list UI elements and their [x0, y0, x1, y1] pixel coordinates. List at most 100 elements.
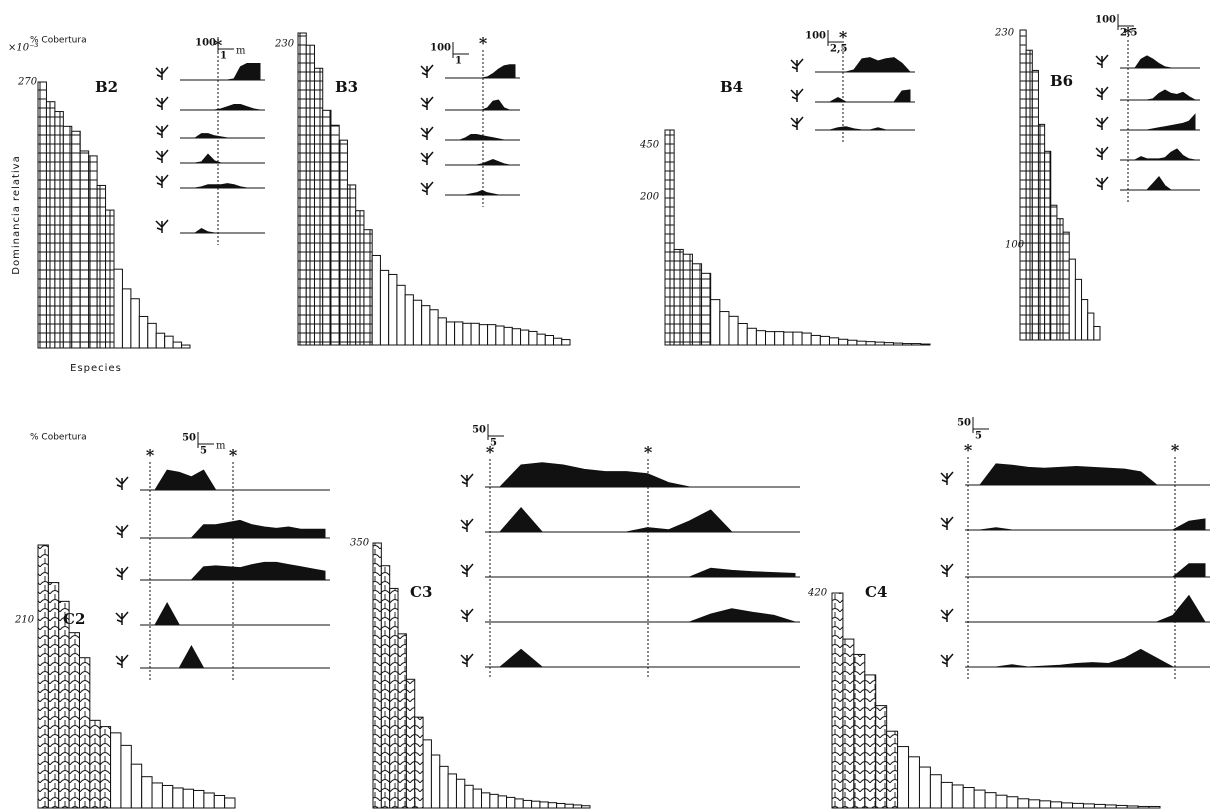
plant-icon [116, 655, 128, 668]
cover-area [155, 603, 325, 625]
bar [1116, 805, 1127, 808]
bar [1029, 800, 1040, 808]
bar [1094, 804, 1105, 808]
bar [548, 803, 556, 808]
bar [204, 793, 214, 808]
bar [298, 33, 306, 345]
bar [941, 782, 952, 808]
cover-area [830, 90, 910, 102]
panel-title: C3 [410, 583, 432, 601]
bar [848, 340, 857, 345]
marker: * [479, 34, 488, 53]
plant-icon [421, 152, 433, 165]
bar [438, 318, 446, 345]
plant-icon [116, 525, 128, 538]
bar [415, 717, 423, 808]
cover-area [155, 562, 325, 580]
bar [100, 727, 110, 808]
scale-y: 100 [430, 43, 451, 54]
bar [194, 790, 204, 808]
bar [162, 785, 172, 808]
cover-area [1135, 177, 1195, 190]
bar [59, 601, 69, 808]
bar [397, 285, 405, 345]
bar [114, 269, 122, 348]
plant-icon [461, 474, 473, 487]
cover-area [1135, 115, 1195, 130]
bar [183, 789, 193, 808]
bar [97, 185, 105, 348]
marker: * [644, 443, 653, 462]
bar [225, 798, 235, 808]
plant-icon [116, 477, 128, 490]
plant-icon [1096, 87, 1108, 100]
bar [331, 125, 339, 345]
scale-x: 5 [200, 446, 207, 457]
value-label: 200 [639, 192, 660, 203]
cover-area [500, 463, 795, 487]
cover-area [195, 134, 260, 138]
bar [48, 583, 58, 808]
cover-area [195, 64, 260, 81]
bar [1088, 313, 1094, 340]
value-label: 210 [14, 615, 35, 626]
cover-area [980, 649, 1205, 667]
page: {"chart_data":[ {"type":"bar","title":"B… [0, 0, 1219, 812]
plant-icon [156, 175, 168, 188]
bar [111, 733, 121, 808]
bar [512, 329, 520, 345]
scale-y: 50 [957, 418, 971, 429]
bar [372, 255, 380, 345]
cover-area [155, 520, 325, 538]
cover-area [155, 470, 325, 490]
bar [465, 785, 473, 808]
value-label: 350 [350, 538, 370, 549]
cover-area [155, 646, 325, 668]
bar [952, 785, 963, 808]
bar [152, 783, 162, 808]
plant-icon [421, 127, 433, 140]
bar [339, 140, 347, 345]
bar [431, 755, 439, 808]
bar [121, 745, 131, 808]
plant-icon [791, 117, 803, 130]
bar [80, 151, 88, 348]
bar [545, 336, 553, 345]
bar [747, 328, 756, 345]
bar [314, 68, 322, 345]
bar [323, 110, 331, 345]
cover-area [830, 58, 910, 72]
bar [380, 270, 388, 345]
bar [921, 344, 930, 345]
plant-icon [1096, 55, 1108, 68]
cover-area [460, 100, 515, 110]
cover-area [1135, 149, 1195, 160]
bar [455, 322, 463, 345]
bar [729, 316, 738, 345]
bar [471, 323, 479, 345]
bar [1051, 802, 1062, 808]
plant-icon [1096, 147, 1108, 160]
bar [887, 731, 898, 808]
bar [142, 777, 152, 808]
bar [440, 766, 448, 808]
panel-title: C2 [63, 610, 85, 628]
plant-icon [1096, 117, 1108, 130]
plant-icon [421, 97, 433, 110]
cover-area [1135, 90, 1195, 100]
bar [1073, 803, 1084, 808]
bar [482, 793, 490, 808]
scale-y: 100 [1095, 15, 1116, 26]
panel-title: B4 [720, 78, 743, 96]
cover-area [195, 229, 260, 233]
plant-icon [941, 564, 953, 577]
scale-x: 1 [455, 56, 462, 67]
bar [504, 327, 512, 345]
plant-icon [421, 182, 433, 195]
bar [131, 299, 139, 348]
plant-icon [421, 65, 433, 78]
cover-area [195, 184, 260, 188]
bar [930, 775, 941, 808]
cover-area [460, 135, 515, 141]
bar [692, 264, 701, 345]
